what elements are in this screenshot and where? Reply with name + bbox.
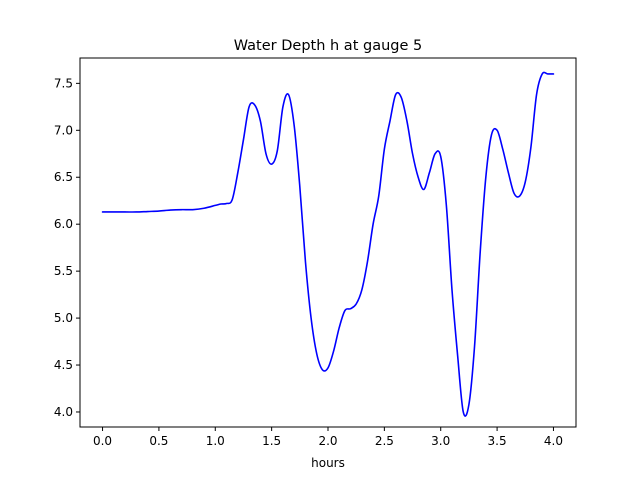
y-tick-label: 4.5 [54,358,73,372]
y-tick-label: 5.0 [54,311,73,325]
x-tick-label: 3.5 [488,434,507,448]
y-tick-label: 6.0 [54,217,73,231]
x-tick-label: 2.0 [318,434,337,448]
chart-title: Water Depth h at gauge 5 [234,38,422,54]
x-axis-label: hours [311,456,345,470]
x-tick-label: 1.5 [262,434,281,448]
x-tick-label: 1.0 [206,434,225,448]
x-tick-label: 0.5 [149,434,168,448]
y-tick-label: 5.5 [54,264,73,278]
y-tick-label: 7.0 [54,123,73,137]
y-tick-label: 7.5 [54,76,73,90]
x-tick-label: 4.0 [544,434,563,448]
y-tick-label: 6.5 [54,170,73,184]
x-axis: 0.0 0.5 1.0 1.5 2.0 2.5 3.0 3.5 4.0 [93,427,563,448]
plot-frame [79,57,577,428]
x-tick-label: 3.0 [431,434,450,448]
x-tick-label: 2.5 [375,434,394,448]
series-line-0 [101,71,555,417]
y-axis: 4.0 4.5 5.0 5.5 6.0 6.5 7.0 7.5 [54,76,80,419]
y-tick-label: 4.0 [54,405,73,419]
plot-area [101,71,555,417]
x-tick-label: 0.0 [93,434,112,448]
